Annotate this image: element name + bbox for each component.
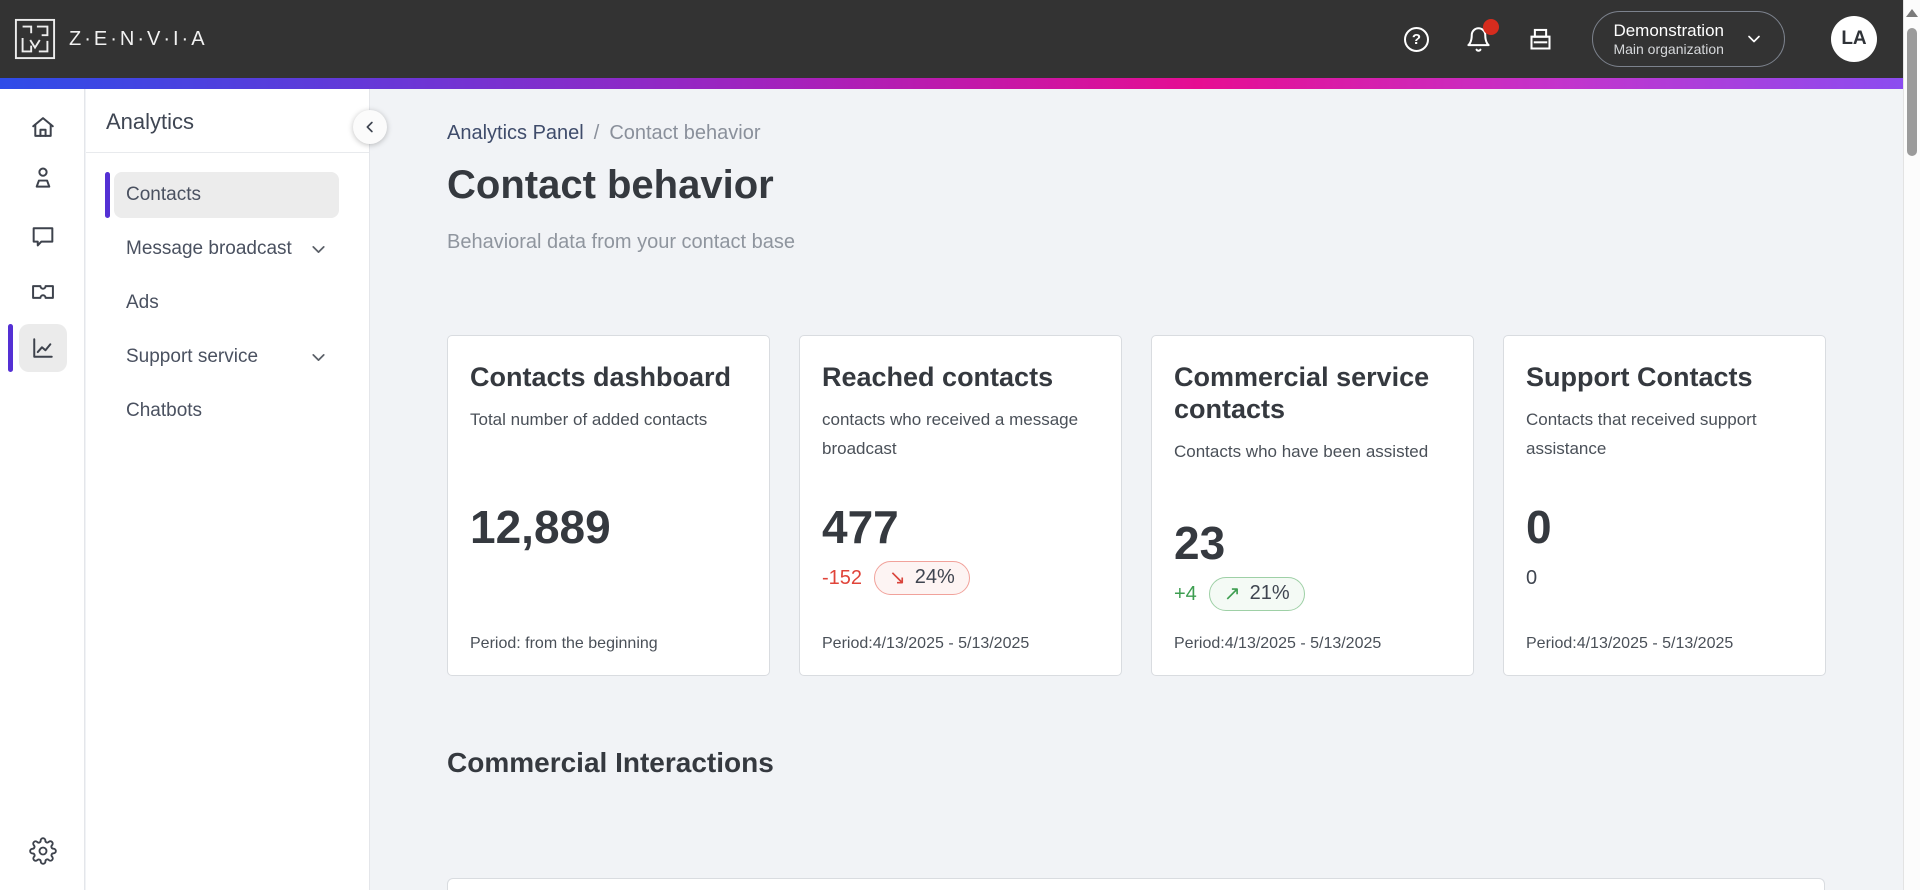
trend-badge: ↘ 24% bbox=[874, 561, 970, 596]
card-reached-contacts: Reached contacts contacts who received a… bbox=[799, 335, 1122, 676]
card-title: Commercial service contacts bbox=[1174, 362, 1430, 424]
vertical-scrollbar[interactable] bbox=[1903, 0, 1920, 890]
analytics-chart-icon[interactable] bbox=[19, 324, 67, 372]
panel-divider bbox=[86, 152, 369, 153]
card-contacts-dashboard: Contacts dashboard Total number of added… bbox=[447, 335, 770, 676]
card-value: 477 bbox=[822, 501, 899, 554]
zenvia-logo-icon bbox=[14, 18, 56, 60]
panel-title: Analytics bbox=[106, 109, 195, 134]
page-subtitle: Behavioral data from your contact base bbox=[447, 231, 795, 253]
kpi-cards-row: Contacts dashboard Total number of added… bbox=[447, 335, 1826, 676]
organization-name: Demonstration bbox=[1613, 20, 1724, 40]
card-value: 23 bbox=[1174, 517, 1226, 570]
brand-wordmark: Z·E·N·V·I·A bbox=[69, 27, 208, 50]
home-icon[interactable] bbox=[0, 103, 85, 151]
card-delta: +4 bbox=[1174, 582, 1197, 605]
chevron-down-icon bbox=[312, 245, 325, 253]
panel-item-message-broadcast[interactable]: Message broadcast bbox=[114, 226, 339, 272]
card-value: 0 bbox=[1526, 501, 1552, 554]
card-delta-row: +4 ↗ 21% bbox=[1174, 576, 1451, 612]
topbar-actions: ? Demonstration Main organiz bbox=[1370, 11, 1877, 67]
organization-selector[interactable]: Demonstration Main organization bbox=[1592, 11, 1785, 67]
card-delta-row bbox=[470, 560, 747, 596]
scrollbar-thumb[interactable] bbox=[1907, 28, 1917, 156]
topbar: Z·E·N·V·I·A ? bbox=[0, 0, 1903, 78]
breadcrumb-separator: / bbox=[593, 122, 600, 144]
breadcrumb-current: Contact behavior bbox=[609, 122, 761, 144]
card-description: contacts who received a message broadcas… bbox=[822, 409, 1079, 458]
card-description: Total number of added contacts bbox=[470, 409, 708, 429]
breadcrumb: Analytics Panel / Contact behavior bbox=[447, 122, 761, 145]
help-icon[interactable]: ? bbox=[1400, 23, 1432, 55]
card-commercial-service-contacts: Commercial service contacts Contacts who… bbox=[1151, 335, 1474, 676]
card-support-contacts: Support Contacts Contacts that received … bbox=[1503, 335, 1826, 676]
card-delta: 0 bbox=[1526, 566, 1538, 589]
card-description: Contacts who have been assisted bbox=[1174, 441, 1429, 461]
page-title: Contact behavior bbox=[447, 163, 774, 207]
panel-item-label: Ads bbox=[126, 292, 159, 313]
card-delta-row: -152 ↘ 24% bbox=[822, 560, 1099, 596]
printer-icon[interactable] bbox=[1524, 23, 1556, 55]
user-avatar[interactable]: LA bbox=[1831, 16, 1877, 62]
chevron-down-icon bbox=[1748, 35, 1760, 43]
panel-item-label: Message broadcast bbox=[126, 238, 292, 259]
breadcrumb-parent-link[interactable]: Analytics Panel bbox=[447, 122, 584, 144]
organization-subtitle: Main organization bbox=[1613, 40, 1724, 57]
trend-down-arrow-icon: ↘ bbox=[889, 567, 906, 590]
main-content: Analytics Panel / Contact behavior Conta… bbox=[371, 89, 1903, 890]
card-period: Period:4/13/2025 - 5/13/2025 bbox=[822, 634, 1030, 652]
card-delta-row: 0 bbox=[1526, 560, 1803, 596]
chevron-left-icon bbox=[366, 121, 373, 133]
active-nav-indicator bbox=[8, 324, 13, 372]
notification-badge bbox=[1483, 19, 1500, 35]
card-period: Period:4/13/2025 - 5/13/2025 bbox=[1174, 635, 1382, 652]
card-title: Reached contacts bbox=[822, 362, 1054, 392]
panel-item-contacts[interactable]: Contacts bbox=[105, 172, 339, 218]
nav-rail bbox=[0, 89, 85, 890]
card-description: Contacts that received support assistanc… bbox=[1526, 409, 1757, 458]
panel-item-support-service[interactable]: Support service bbox=[114, 334, 339, 380]
brand-gradient-strip bbox=[0, 78, 1903, 89]
panel-item-label: Support service bbox=[126, 346, 259, 367]
commercial-interactions-panel-top bbox=[447, 878, 1825, 890]
card-period: Period: from the beginning bbox=[470, 634, 658, 652]
panel-item-ads[interactable]: Ads bbox=[114, 280, 339, 326]
card-value: 12,889 bbox=[470, 501, 611, 554]
chevron-down-icon bbox=[312, 353, 325, 361]
panel-item-chatbots[interactable]: Chatbots bbox=[114, 388, 339, 434]
panel-item-label: Contacts bbox=[126, 184, 201, 205]
card-period: Period:4/13/2025 - 5/13/2025 bbox=[1526, 634, 1734, 652]
trend-badge: ↗ 21% bbox=[1208, 577, 1305, 612]
scroll-up-arrow-icon[interactable] bbox=[1906, 9, 1918, 17]
card-delta: -152 bbox=[822, 566, 863, 589]
conversations-chat-icon[interactable] bbox=[0, 213, 85, 261]
card-title: Support Contacts bbox=[1526, 362, 1753, 392]
section-title-commercial-interactions: Commercial Interactions bbox=[447, 747, 774, 778]
trend-up-arrow-icon: ↗ bbox=[1223, 583, 1241, 606]
sales-ticket-icon[interactable] bbox=[0, 268, 85, 316]
trend-percent: 24% bbox=[914, 566, 955, 589]
active-item-indicator bbox=[105, 172, 110, 218]
notifications-bell-icon[interactable] bbox=[1462, 19, 1500, 55]
panel-nav: Contacts Message broadcast Ads Support s… bbox=[86, 172, 369, 442]
contacts-person-icon[interactable] bbox=[0, 154, 85, 202]
brand[interactable]: Z·E·N·V·I·A bbox=[14, 18, 208, 60]
panel-item-label: Chatbots bbox=[126, 400, 203, 421]
analytics-panel: Analytics Contacts Message broadcast Ads… bbox=[86, 89, 370, 890]
collapse-panel-button[interactable] bbox=[353, 110, 387, 144]
card-title: Contacts dashboard bbox=[470, 362, 732, 392]
trend-percent: 21% bbox=[1249, 582, 1290, 605]
settings-gear-icon[interactable] bbox=[0, 827, 85, 875]
